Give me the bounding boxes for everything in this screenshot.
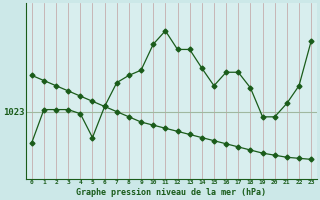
X-axis label: Graphe pression niveau de la mer (hPa): Graphe pression niveau de la mer (hPa): [76, 188, 267, 197]
